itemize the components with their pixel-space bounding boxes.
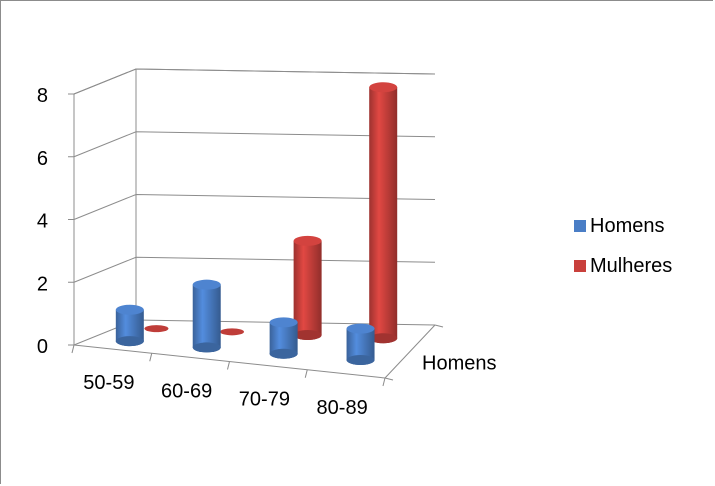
x-tick-label: 60-69 bbox=[161, 380, 212, 402]
bar-homens-50-59 bbox=[115, 304, 144, 347]
cylinder-body bbox=[369, 87, 398, 339]
cylinder-top bbox=[115, 304, 144, 315]
cylinder-top bbox=[269, 317, 298, 328]
cylinder-top bbox=[346, 323, 375, 334]
bar-mulheres-60-69 bbox=[220, 328, 245, 336]
y-tick-label: 8 bbox=[37, 85, 48, 107]
bar-mulheres-50-59 bbox=[144, 325, 169, 333]
cylinder-base-edge bbox=[293, 330, 322, 341]
depth-axis bbox=[384, 324, 436, 379]
x-tick-label: 70-79 bbox=[239, 389, 290, 411]
cylinder-base-edge bbox=[346, 355, 375, 366]
cylinder-base-edge bbox=[115, 336, 144, 347]
legend-item-mulheres: Mulheres bbox=[574, 254, 672, 278]
cylinder-top bbox=[293, 235, 322, 246]
cylinder-body bbox=[192, 284, 221, 348]
x-tick-mark bbox=[382, 377, 386, 387]
cylinder-body bbox=[115, 309, 144, 342]
cylinder-base-edge bbox=[369, 333, 398, 344]
x-tick-label: 80-89 bbox=[317, 397, 368, 419]
legend-swatch-mulheres bbox=[574, 260, 586, 272]
cylinder-base-edge bbox=[192, 342, 221, 353]
gridline-8 bbox=[73, 68, 436, 95]
x-tick-mark bbox=[304, 369, 308, 378]
axes bbox=[68, 93, 444, 387]
x-tick-mark bbox=[227, 361, 230, 370]
legend-label-homens: Homens bbox=[590, 214, 665, 237]
legend: Homens Mulheres bbox=[574, 214, 672, 294]
gridline-4 bbox=[73, 193, 436, 220]
bar-homens-70-79 bbox=[269, 317, 298, 359]
y-tick-label: 6 bbox=[37, 148, 48, 170]
legend-item-homens: Homens bbox=[574, 214, 672, 238]
cylinder-body bbox=[269, 322, 298, 354]
cylinder-body bbox=[346, 328, 375, 361]
gridline-6 bbox=[73, 131, 436, 158]
depth-tick-mark bbox=[434, 324, 444, 328]
bar-homens-60-69 bbox=[192, 279, 221, 353]
bars bbox=[115, 82, 398, 366]
gridline-2 bbox=[73, 256, 436, 283]
depth-tick-mark bbox=[384, 377, 394, 381]
x-tick-mark bbox=[71, 344, 75, 354]
cylinder-top bbox=[369, 82, 398, 93]
bar-homens-80-89 bbox=[346, 323, 375, 366]
legend-swatch-homens bbox=[574, 220, 586, 232]
tick-labels: 0 2 4 6 8 50-59 60-69 70-79 80-89 Homens bbox=[37, 85, 497, 419]
x-tick-label: 50-59 bbox=[83, 372, 134, 394]
y-tick-label: 0 bbox=[37, 336, 48, 358]
y-tick-label: 2 bbox=[37, 273, 48, 295]
cylinder-top bbox=[192, 279, 221, 290]
x-tick-mark bbox=[149, 353, 153, 362]
bar-mulheres-80-89 bbox=[369, 82, 398, 344]
cylinder-body bbox=[293, 240, 322, 336]
bar-mulheres-70-79 bbox=[293, 235, 322, 341]
legend-label-mulheres: Mulheres bbox=[590, 254, 673, 277]
depth-axis-label: Homens bbox=[422, 353, 496, 375]
cylinder-base-edge bbox=[269, 348, 298, 359]
y-tick-label: 4 bbox=[37, 211, 48, 233]
